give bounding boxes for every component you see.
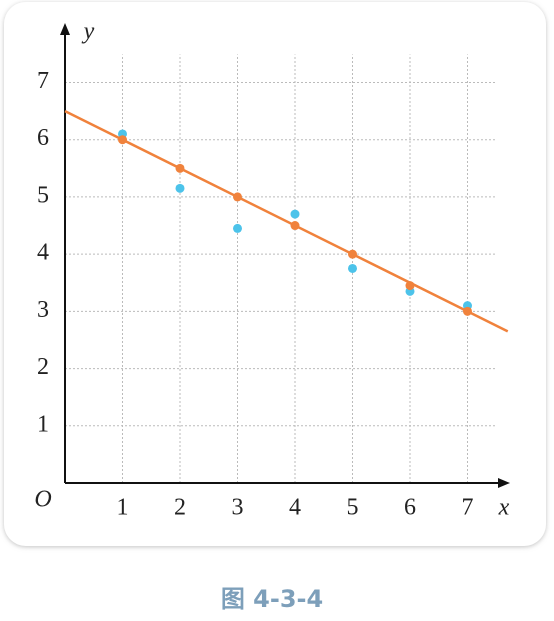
x-axis-label: x	[498, 495, 510, 521]
data-point	[175, 163, 185, 173]
data-point	[118, 135, 127, 145]
x-tick-label: 3	[232, 495, 244, 521]
data-point	[405, 281, 415, 291]
data-point	[233, 192, 242, 202]
data-point	[463, 306, 472, 316]
x-tick-label: 5	[347, 495, 359, 521]
x-tick-label: 1	[117, 495, 129, 521]
data-point	[348, 249, 357, 259]
data-point	[348, 263, 357, 273]
x-tick-label: 4	[289, 495, 301, 521]
x-axis-arrow	[498, 478, 510, 488]
y-tick-label: 5	[37, 182, 49, 208]
y-tick-label: 1	[37, 411, 49, 437]
y-axis-arrow	[60, 23, 70, 35]
x-tick-label: 6	[404, 495, 416, 521]
y-tick-label: 7	[37, 68, 49, 94]
origin-label: O	[34, 487, 51, 513]
y-tick-label: 3	[37, 297, 49, 323]
y-tick-label: 4	[37, 240, 49, 266]
y-tick-label: 6	[37, 125, 49, 151]
x-tick-label: 2	[174, 495, 186, 521]
data-point	[290, 221, 300, 231]
data-point	[233, 223, 242, 233]
caption: 图 4-3-4	[221, 585, 323, 613]
data-point	[290, 209, 300, 219]
x-tick-label: 7	[462, 495, 474, 521]
y-axis-label: y	[82, 19, 95, 45]
fit-line	[64, 109, 509, 333]
card	[4, 2, 546, 546]
data-point	[175, 183, 185, 193]
y-tick-label: 2	[37, 354, 49, 380]
